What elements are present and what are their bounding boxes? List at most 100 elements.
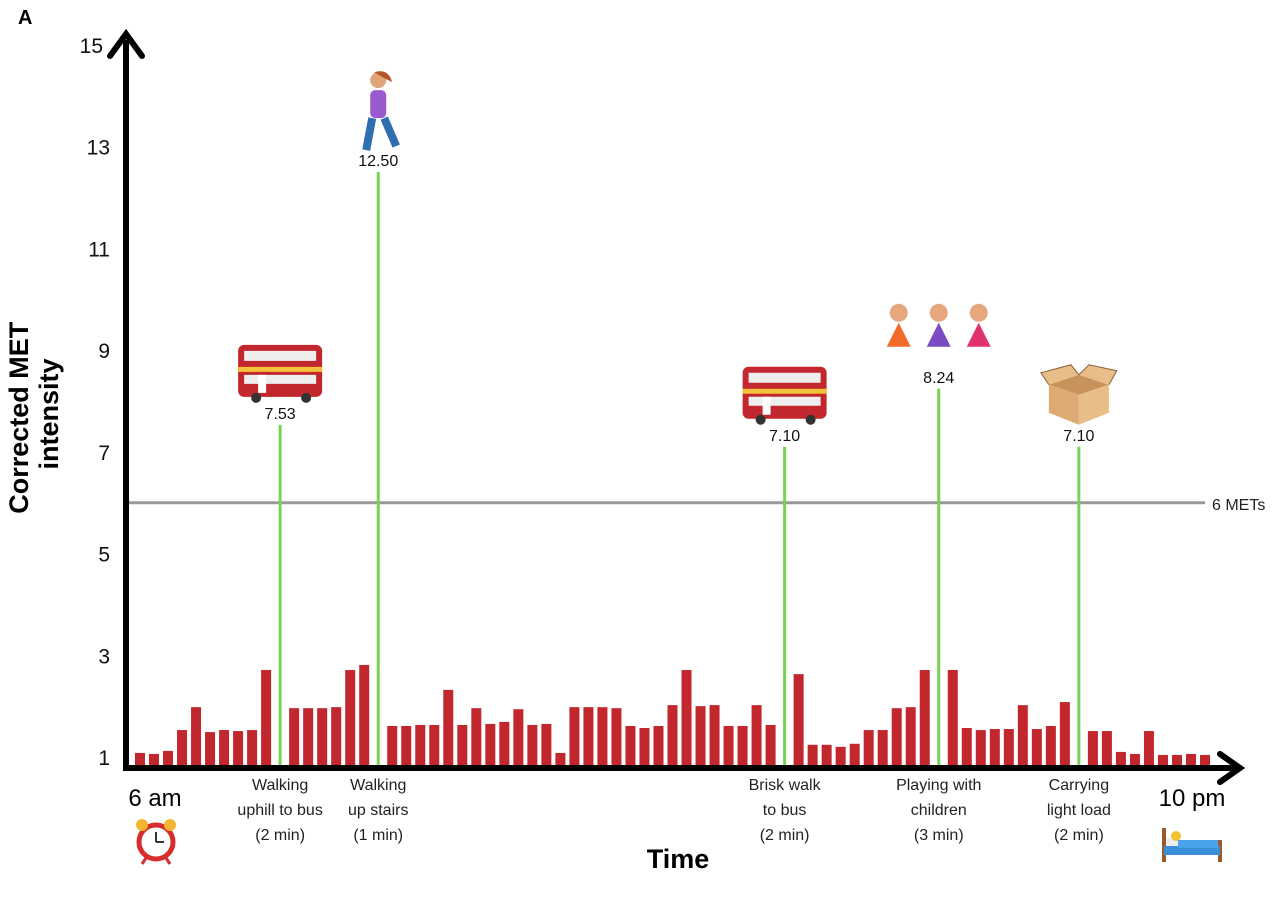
- bar: [877, 730, 888, 765]
- y-tick-label: 13: [87, 137, 110, 160]
- bar: [835, 746, 846, 765]
- y-tick-label: 1: [98, 747, 110, 770]
- bar: [429, 724, 440, 765]
- event-value-label: 12.50: [358, 153, 398, 170]
- bar: [345, 670, 356, 765]
- bar: [1101, 731, 1112, 765]
- child-body: [966, 322, 991, 347]
- bar: [737, 725, 748, 765]
- x-axis-label: Time: [647, 844, 710, 874]
- bar: [807, 744, 818, 765]
- event-value-label: 7.10: [1063, 428, 1094, 445]
- bar: [513, 709, 524, 765]
- bar: [457, 724, 468, 765]
- bar: [709, 705, 720, 765]
- person-legs: [362, 116, 400, 151]
- event-activity-label: uphill to bus: [237, 802, 322, 819]
- event-activity-label: up stairs: [348, 802, 408, 819]
- bar: [149, 753, 160, 765]
- y-axis-label-line1: Corrected MET: [4, 321, 34, 514]
- bed-icon: [1162, 828, 1222, 862]
- bar: [1003, 729, 1014, 765]
- bar: [695, 706, 706, 765]
- event-activity-label: Walking: [252, 777, 308, 794]
- x-end-label: 10 pm: [1159, 785, 1226, 812]
- person-shirt: [370, 90, 387, 119]
- bar: [401, 725, 412, 765]
- y-axis-arrow: [107, 28, 145, 59]
- child-head: [889, 303, 908, 322]
- bar: [1087, 731, 1098, 765]
- bus-upper-windows: [244, 350, 317, 361]
- bar: [583, 707, 594, 765]
- bus-wheel: [251, 392, 262, 403]
- box-flaps: [1040, 364, 1118, 386]
- y-axis-label-line2: intensity: [34, 358, 64, 469]
- bar: [1129, 753, 1140, 765]
- bar: [863, 730, 874, 765]
- bar: [387, 725, 398, 765]
- children-playing-icon: [886, 303, 991, 347]
- bar: [261, 670, 272, 765]
- bar: [667, 705, 678, 765]
- threshold-label: 6 METs: [1212, 497, 1265, 514]
- bus-lower-windows: [244, 374, 317, 384]
- bar: [415, 724, 426, 765]
- bar: [289, 708, 300, 765]
- event-activity-label: (2 min): [255, 827, 305, 844]
- bar: [471, 708, 482, 765]
- event-activity-label: Playing with: [896, 777, 981, 794]
- bar: [975, 730, 986, 765]
- y-tick-label: 7: [98, 442, 110, 465]
- event-activity-label: to bus: [763, 802, 807, 819]
- bar: [1157, 754, 1168, 765]
- bar: [485, 723, 496, 765]
- child-body: [926, 322, 951, 347]
- event-value-label: 7.53: [265, 406, 296, 423]
- bar: [359, 664, 370, 765]
- y-tick-label: 5: [98, 544, 110, 567]
- child-head: [929, 303, 948, 322]
- bar: [1045, 725, 1056, 765]
- bar: [639, 728, 650, 765]
- bar: [163, 750, 174, 765]
- box-right: [1078, 384, 1109, 425]
- bar: [1115, 751, 1126, 765]
- bar: [1185, 753, 1196, 765]
- box-left: [1048, 384, 1079, 425]
- bar: [611, 708, 622, 765]
- bar: [1200, 754, 1210, 765]
- walking-person-icon: [362, 71, 400, 151]
- bar: [191, 707, 202, 765]
- bar: [1017, 705, 1028, 765]
- bar: [1143, 731, 1154, 765]
- bus-upper-windows: [748, 372, 821, 383]
- bus-stripe: [238, 366, 323, 372]
- event-activity-label: (2 min): [1054, 827, 1104, 844]
- bus-door: [762, 396, 771, 415]
- bus-wheel: [805, 414, 816, 425]
- event-activity-label: Walking: [350, 777, 406, 794]
- bar: [1031, 729, 1042, 765]
- alarm-clock-icon: [136, 819, 176, 865]
- bar: [919, 670, 930, 765]
- event-activity-label: light load: [1047, 802, 1111, 819]
- bar: [681, 670, 692, 765]
- bar: [891, 708, 902, 765]
- bus-icon: [238, 344, 323, 403]
- y-tick-label: 3: [98, 645, 110, 668]
- bus-wheel: [301, 392, 312, 403]
- bar: [821, 744, 832, 765]
- event-value-label: 8.24: [923, 370, 954, 387]
- bar: [597, 707, 608, 765]
- event-activity-label: (2 min): [760, 827, 810, 844]
- cardboard-box-icon: [1040, 364, 1118, 425]
- event-activity-label: (3 min): [914, 827, 964, 844]
- bar: [331, 707, 342, 765]
- event-value-label: 7.10: [769, 428, 800, 445]
- bus-door: [258, 374, 267, 393]
- panel-label: A: [18, 7, 32, 29]
- bar: [653, 725, 664, 765]
- bar: [793, 674, 804, 765]
- y-tick-label: 9: [98, 340, 110, 363]
